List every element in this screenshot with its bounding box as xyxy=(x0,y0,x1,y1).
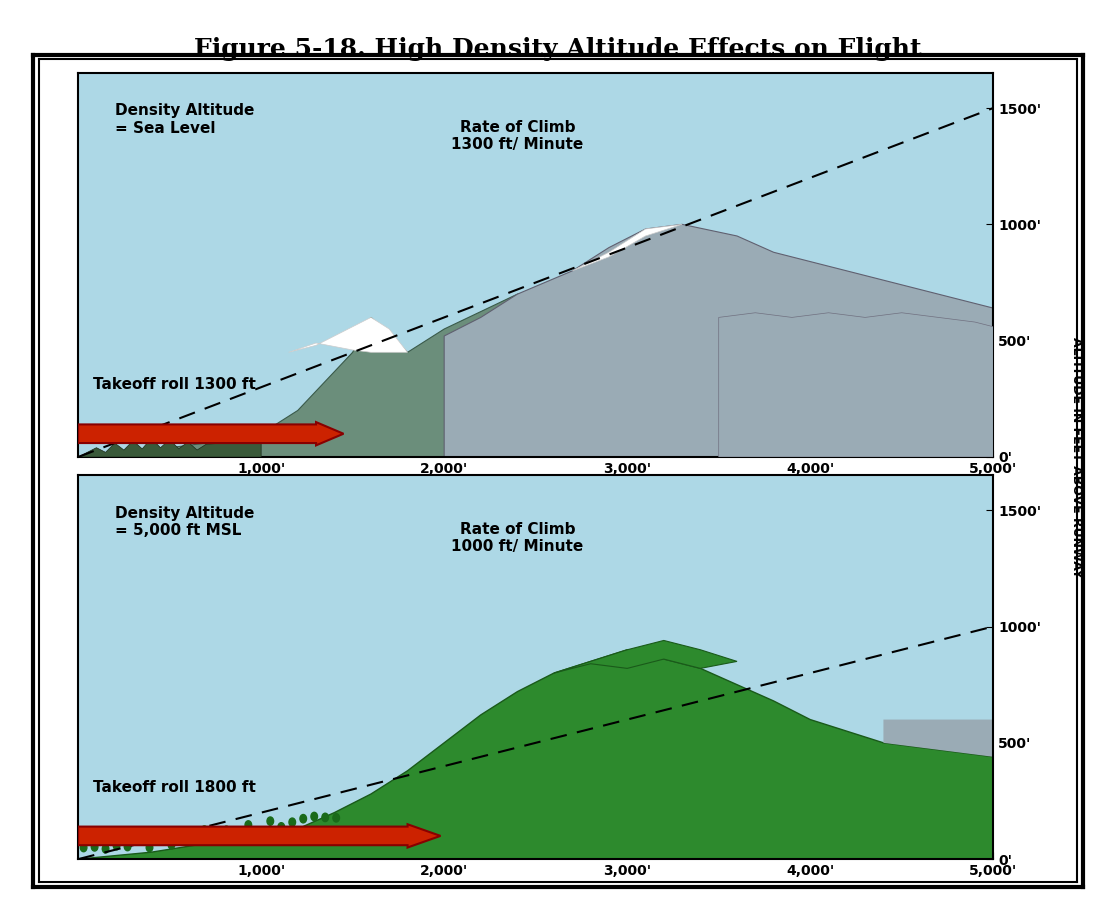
Polygon shape xyxy=(78,457,993,469)
FancyArrow shape xyxy=(78,824,441,847)
Text: Takeoff roll 1800 ft: Takeoff roll 1800 ft xyxy=(93,780,256,794)
Circle shape xyxy=(311,813,318,821)
Polygon shape xyxy=(78,859,993,871)
Circle shape xyxy=(234,829,241,837)
Text: Takeoff roll 1300 ft: Takeoff roll 1300 ft xyxy=(93,377,256,392)
Circle shape xyxy=(256,828,262,836)
Polygon shape xyxy=(78,434,261,457)
Circle shape xyxy=(246,821,251,829)
Text: ALTITUDE IN FEET ABOVE RUNWAY: ALTITUDE IN FEET ABOVE RUNWAY xyxy=(1070,336,1084,578)
Circle shape xyxy=(113,842,119,850)
Polygon shape xyxy=(78,650,993,859)
Polygon shape xyxy=(573,224,682,271)
Circle shape xyxy=(321,813,328,822)
Polygon shape xyxy=(554,641,737,673)
Circle shape xyxy=(80,844,87,852)
Text: Density Altitude
= 5,000 ft MSL: Density Altitude = 5,000 ft MSL xyxy=(115,505,254,538)
Circle shape xyxy=(289,818,296,826)
Text: Rate of Climb
1000 ft/ Minute: Rate of Climb 1000 ft/ Minute xyxy=(451,522,584,554)
Circle shape xyxy=(300,814,307,823)
Circle shape xyxy=(169,841,175,849)
Circle shape xyxy=(201,826,208,834)
Circle shape xyxy=(103,845,109,853)
Circle shape xyxy=(146,844,153,852)
Text: Rate of Climb
1300 ft/ Minute: Rate of Climb 1300 ft/ Minute xyxy=(451,120,584,152)
Circle shape xyxy=(157,833,164,841)
Circle shape xyxy=(267,817,273,825)
Circle shape xyxy=(333,813,339,822)
Polygon shape xyxy=(78,266,993,457)
Text: Density Altitude
= Sea Level: Density Altitude = Sea Level xyxy=(115,103,254,136)
Circle shape xyxy=(212,835,219,844)
Circle shape xyxy=(180,832,185,840)
Circle shape xyxy=(92,843,98,851)
Polygon shape xyxy=(884,719,993,757)
Text: Figure 5-18. High Density Altitude Effects on Flight: Figure 5-18. High Density Altitude Effec… xyxy=(194,37,922,60)
Circle shape xyxy=(124,843,131,851)
FancyArrow shape xyxy=(78,422,344,445)
Circle shape xyxy=(135,837,142,845)
Polygon shape xyxy=(719,313,993,457)
Polygon shape xyxy=(444,224,993,457)
Circle shape xyxy=(190,835,196,844)
Circle shape xyxy=(223,826,230,834)
Polygon shape xyxy=(289,317,407,352)
Circle shape xyxy=(278,823,285,831)
